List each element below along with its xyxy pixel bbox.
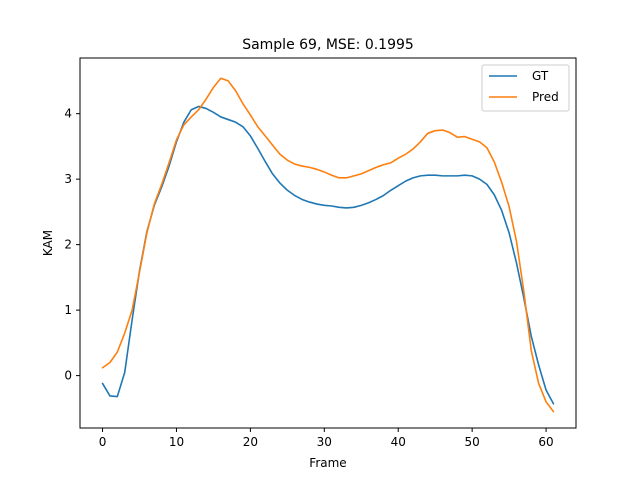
x-axis: 0 10 20 30 40 50 60 xyxy=(99,428,554,449)
x-tick-label: 60 xyxy=(538,435,553,449)
y-axis-label: KAM xyxy=(41,230,55,256)
plot-frame xyxy=(79,57,577,429)
y-tick-label: 2 xyxy=(64,238,72,252)
x-tick-label: 30 xyxy=(317,435,332,449)
series-line-pred xyxy=(101,77,555,413)
x-tick-label: 40 xyxy=(391,435,406,449)
x-tick-label: 50 xyxy=(465,435,480,449)
y-tick-label: 3 xyxy=(64,172,72,186)
y-axis: 0 1 2 3 4 xyxy=(64,107,80,383)
x-tick-label: 10 xyxy=(169,435,184,449)
x-tick-label: 20 xyxy=(243,435,258,449)
x-tick-label: 0 xyxy=(99,435,107,449)
x-axis-label: Frame xyxy=(309,456,346,470)
y-tick-label: 1 xyxy=(64,303,72,317)
legend: GT Pred xyxy=(481,64,570,112)
y-tick-label: 4 xyxy=(64,107,72,121)
series-line-gt xyxy=(101,105,555,405)
legend-box xyxy=(481,64,570,112)
legend-label-gt: GT xyxy=(532,69,549,83)
legend-label-pred: Pred xyxy=(532,90,559,104)
chart-title: Sample 69, MSE: 0.1995 xyxy=(242,37,414,53)
series-layer xyxy=(101,77,555,413)
y-tick-label: 0 xyxy=(64,369,72,383)
